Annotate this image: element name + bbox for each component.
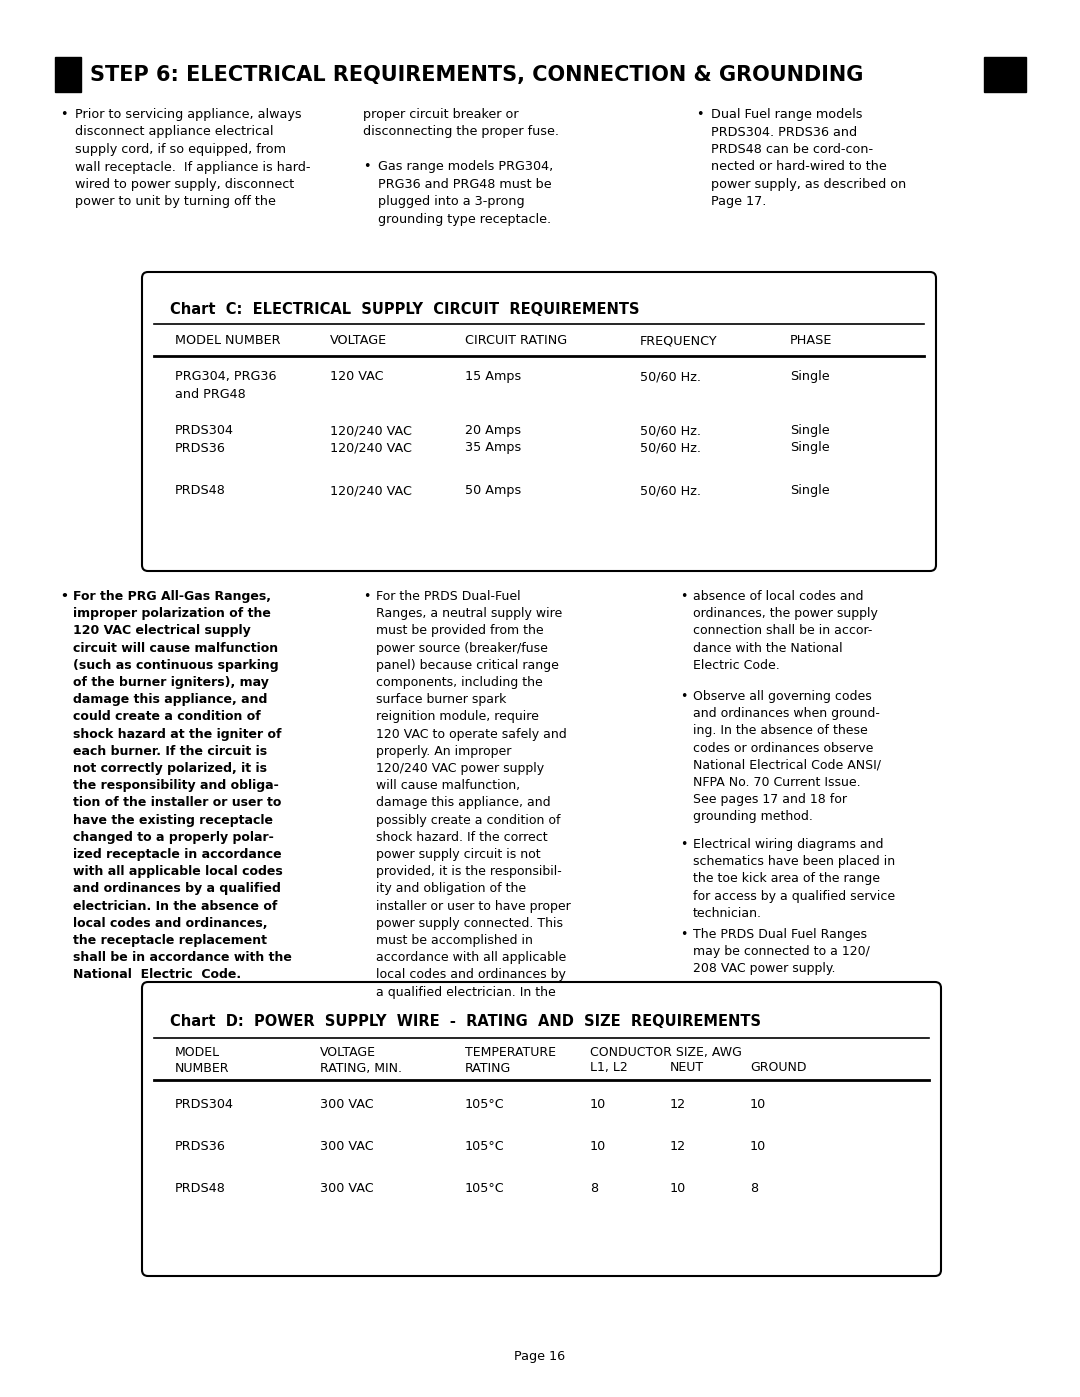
Text: PRDS36: PRDS36 <box>175 1140 226 1153</box>
Text: proper circuit breaker or
disconnecting the proper fuse.: proper circuit breaker or disconnecting … <box>363 108 559 138</box>
Text: NEUT: NEUT <box>670 1060 704 1074</box>
FancyBboxPatch shape <box>141 982 941 1275</box>
Text: •: • <box>680 590 687 604</box>
Text: •: • <box>680 690 687 703</box>
Text: 12: 12 <box>670 1140 686 1153</box>
Text: absence of local codes and
ordinances, the power supply
connection shall be in a: absence of local codes and ordinances, t… <box>693 590 878 672</box>
Text: L1, L2: L1, L2 <box>590 1060 627 1074</box>
Text: 300 VAC: 300 VAC <box>320 1140 374 1153</box>
Text: For the PRDS Dual-Fuel
Ranges, a neutral supply wire
must be provided from the
p: For the PRDS Dual-Fuel Ranges, a neutral… <box>376 590 570 999</box>
Text: CIRCUIT RATING: CIRCUIT RATING <box>465 334 567 346</box>
Text: 10: 10 <box>670 1182 686 1194</box>
Text: GROUND: GROUND <box>750 1060 807 1074</box>
Text: 20 Amps
35 Amps: 20 Amps 35 Amps <box>465 425 522 454</box>
Text: 10: 10 <box>750 1098 766 1111</box>
Text: MODEL
NUMBER: MODEL NUMBER <box>175 1046 229 1076</box>
Text: Observe all governing codes
and ordinances when ground-
ing. In the absence of t: Observe all governing codes and ordinanc… <box>693 690 881 823</box>
Text: Electrical wiring diagrams and
schematics have been placed in
the toe kick area : Electrical wiring diagrams and schematic… <box>693 838 895 919</box>
Text: 50 Amps: 50 Amps <box>465 483 522 497</box>
Text: •: • <box>60 108 67 122</box>
Text: •: • <box>680 838 687 851</box>
Text: Prior to servicing appliance, always
disconnect appliance electrical
supply cord: Prior to servicing appliance, always dis… <box>75 108 311 208</box>
Text: The PRDS Dual Fuel Ranges
may be connected to a 120/
208 VAC power supply.: The PRDS Dual Fuel Ranges may be connect… <box>693 928 869 975</box>
Text: Single: Single <box>789 370 829 383</box>
Text: STEP 6: ELECTRICAL REQUIREMENTS, CONNECTION & GROUNDING: STEP 6: ELECTRICAL REQUIREMENTS, CONNECT… <box>90 64 863 84</box>
Text: PRDS48: PRDS48 <box>175 483 226 497</box>
Text: •: • <box>60 590 68 604</box>
Text: 10: 10 <box>590 1098 606 1111</box>
Text: PRG304, PRG36
and PRG48: PRG304, PRG36 and PRG48 <box>175 370 276 401</box>
Text: Gas range models PRG304,
PRG36 and PRG48 must be
plugged into a 3-prong
groundin: Gas range models PRG304, PRG36 and PRG48… <box>378 161 553 225</box>
Text: PRDS48: PRDS48 <box>175 1182 226 1194</box>
Text: •: • <box>680 928 687 942</box>
Text: TEMPERATURE
RATING: TEMPERATURE RATING <box>465 1046 556 1076</box>
Text: PRDS304
PRDS36: PRDS304 PRDS36 <box>175 425 234 454</box>
Text: CONDUCTOR SIZE, AWG: CONDUCTOR SIZE, AWG <box>590 1046 742 1059</box>
FancyBboxPatch shape <box>141 272 936 571</box>
Text: 8: 8 <box>590 1182 598 1194</box>
Text: 12: 12 <box>670 1098 686 1111</box>
Text: 300 VAC: 300 VAC <box>320 1182 374 1194</box>
Text: •: • <box>696 108 703 122</box>
Text: 50/60 Hz.
50/60 Hz.: 50/60 Hz. 50/60 Hz. <box>640 425 701 454</box>
Text: FREQUENCY: FREQUENCY <box>640 334 717 346</box>
Text: Single: Single <box>789 483 829 497</box>
Text: VOLTAGE
RATING, MIN.: VOLTAGE RATING, MIN. <box>320 1046 402 1076</box>
Text: PRDS304: PRDS304 <box>175 1098 234 1111</box>
Text: MODEL NUMBER: MODEL NUMBER <box>175 334 281 346</box>
Text: Page 16: Page 16 <box>514 1350 566 1363</box>
Text: 120 VAC: 120 VAC <box>330 370 383 383</box>
Text: 105°C: 105°C <box>465 1140 504 1153</box>
Text: 8: 8 <box>750 1182 758 1194</box>
Text: •: • <box>363 590 370 604</box>
Text: 300 VAC: 300 VAC <box>320 1098 374 1111</box>
Text: 15 Amps: 15 Amps <box>465 370 522 383</box>
Bar <box>55 57 81 92</box>
Text: Single
Single: Single Single <box>789 425 829 454</box>
Text: Dual Fuel range models
PRDS304. PRDS36 and
PRDS48 can be cord-con-
nected or har: Dual Fuel range models PRDS304. PRDS36 a… <box>711 108 906 208</box>
Text: VOLTAGE: VOLTAGE <box>330 334 387 346</box>
Text: 10: 10 <box>590 1140 606 1153</box>
Text: 105°C: 105°C <box>465 1182 504 1194</box>
Text: Chart  C:  ELECTRICAL  SUPPLY  CIRCUIT  REQUIREMENTS: Chart C: ELECTRICAL SUPPLY CIRCUIT REQUI… <box>170 302 639 317</box>
Text: 50/60 Hz.: 50/60 Hz. <box>640 483 701 497</box>
Text: For the PRG All-Gas Ranges,
improper polarization of the
120 VAC electrical supp: For the PRG All-Gas Ranges, improper pol… <box>73 590 292 982</box>
Text: 105°C: 105°C <box>465 1098 504 1111</box>
Text: 10: 10 <box>750 1140 766 1153</box>
Text: •: • <box>363 161 370 173</box>
Text: 120/240 VAC: 120/240 VAC <box>330 483 411 497</box>
Text: PHASE: PHASE <box>789 334 833 346</box>
Text: Chart  D:  POWER  SUPPLY  WIRE  -  RATING  AND  SIZE  REQUIREMENTS: Chart D: POWER SUPPLY WIRE - RATING AND … <box>170 1014 761 1030</box>
Text: 120/240 VAC
120/240 VAC: 120/240 VAC 120/240 VAC <box>330 425 411 454</box>
Text: 50/60 Hz.: 50/60 Hz. <box>640 370 701 383</box>
Bar <box>984 57 1026 92</box>
